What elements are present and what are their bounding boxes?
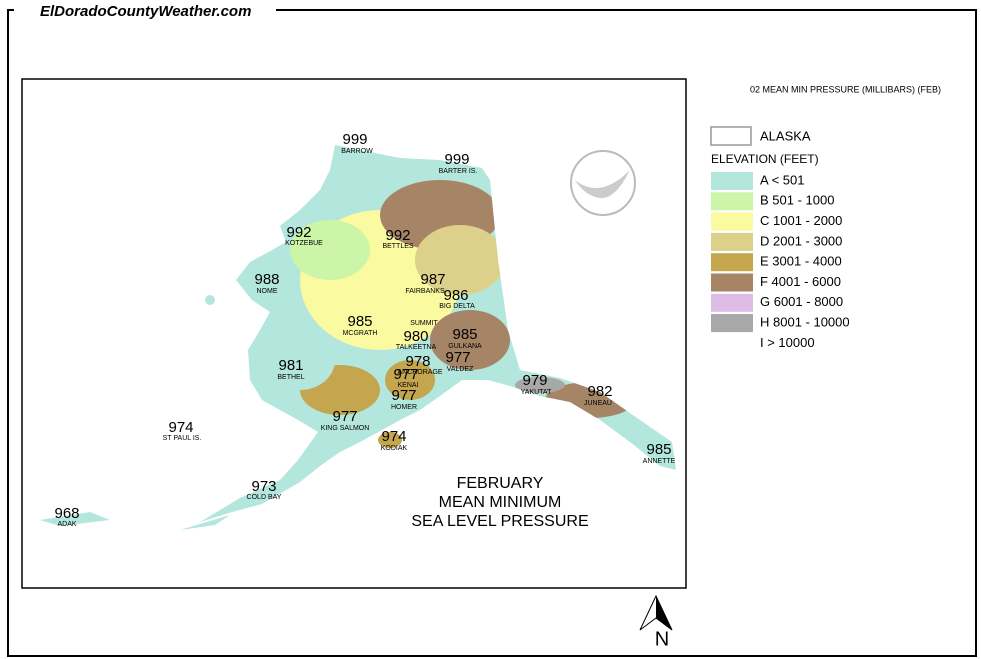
outer-border: [7, 9, 977, 657]
station-name: NOME: [257, 288, 278, 295]
station-value: 973: [251, 478, 276, 495]
station-name: COLD BAY: [247, 494, 282, 501]
station-value: 986: [443, 287, 468, 304]
map-caption: 02 MEAN MIN PRESSURE (MILLIBARS) (FEB): [750, 84, 941, 94]
noaa-logo: [570, 150, 636, 216]
legend-swatch: [711, 172, 753, 190]
station-name: KODIAK: [381, 445, 408, 452]
site-title-bg: [14, 2, 276, 20]
legend-swatch: [711, 253, 753, 272]
legend-label: I > 10000: [760, 335, 815, 350]
station-name: GULKANA: [448, 343, 482, 350]
station-value: 982: [587, 383, 612, 400]
station-name: BETHEL: [277, 374, 304, 381]
north-arrow: [639, 594, 673, 631]
station-value: 985: [347, 313, 372, 330]
station-value: 981: [278, 357, 303, 374]
region-swatch: [710, 126, 752, 146]
legend-swatch: [711, 212, 753, 231]
legend-swatch: [711, 273, 753, 292]
legend-swatch: [711, 192, 753, 211]
station-name: ANNETTE: [643, 458, 676, 465]
station-name: SUMMIT: [410, 320, 438, 327]
map-title-line: FEBRUARY: [457, 475, 544, 492]
map-title-line: MEAN MINIMUM: [439, 494, 562, 511]
station-name: MCGRATH: [343, 330, 378, 337]
legend-region: ALASKA: [760, 128, 811, 143]
legend-swatch: [711, 293, 753, 312]
station-value: 985: [452, 326, 477, 343]
north-label: N: [655, 628, 669, 650]
station-value: 968: [54, 505, 79, 522]
station-value: 992: [385, 227, 410, 244]
station-name: KOTZEBUE: [285, 240, 323, 247]
station-value: 974: [168, 419, 193, 436]
station-name: BIG DELTA: [439, 303, 475, 310]
station-value: 977: [445, 349, 470, 366]
station-name: KING SALMON: [321, 425, 370, 432]
station-value: 977: [393, 366, 418, 383]
station-name: BARROW: [341, 148, 373, 155]
legend-label: F 4001 - 6000: [760, 274, 841, 289]
station-name: YAKUTAT: [521, 389, 552, 396]
station-value: 974: [381, 428, 406, 445]
legend-label: B 501 - 1000: [760, 193, 834, 208]
station-name: HOMER: [391, 404, 417, 411]
station-name: FAIRBANKS: [405, 288, 445, 295]
station-name: TALKEETNA: [396, 344, 437, 351]
legend-label: A < 501: [760, 172, 804, 187]
station-value: 978: [405, 353, 430, 370]
legend-label: E 3001 - 4000: [760, 254, 842, 269]
map-title-line: SEA LEVEL PRESSURE: [411, 513, 588, 530]
station-value: 992: [286, 224, 311, 241]
legend-label: H 8001 - 10000: [760, 315, 850, 330]
station-value: 980: [403, 328, 428, 345]
site-title: ElDoradoCountyWeather.com: [40, 3, 251, 20]
station-name: KENAI: [397, 382, 418, 389]
station-name: BETTLES: [382, 243, 413, 250]
legend-label: C 1001 - 2000: [760, 213, 842, 228]
legend-title: ELEVATION (FEET): [711, 152, 819, 166]
station-name: ANCHORAGE: [397, 369, 442, 376]
station-value: 999: [444, 151, 469, 168]
station-value: 979: [522, 372, 547, 389]
station-value: 988: [254, 271, 279, 288]
legend-label: G 6001 - 8000: [760, 294, 843, 309]
station-value: 985: [646, 441, 671, 458]
legend-label: D 2001 - 3000: [760, 233, 842, 248]
station-value: 987: [420, 271, 445, 288]
station-name: BARTER IS.: [439, 168, 478, 175]
station-name: ST PAUL IS.: [163, 435, 202, 442]
station-value: 999: [342, 131, 367, 148]
station-name: ADAK: [57, 521, 76, 528]
station-value: 977: [391, 387, 416, 404]
station-value: 977: [332, 408, 357, 425]
legend-swatch: [711, 232, 753, 251]
station-name: VALDEZ: [447, 366, 474, 373]
legend-swatch: [711, 314, 753, 333]
station-name: JUNEAU: [584, 400, 612, 407]
